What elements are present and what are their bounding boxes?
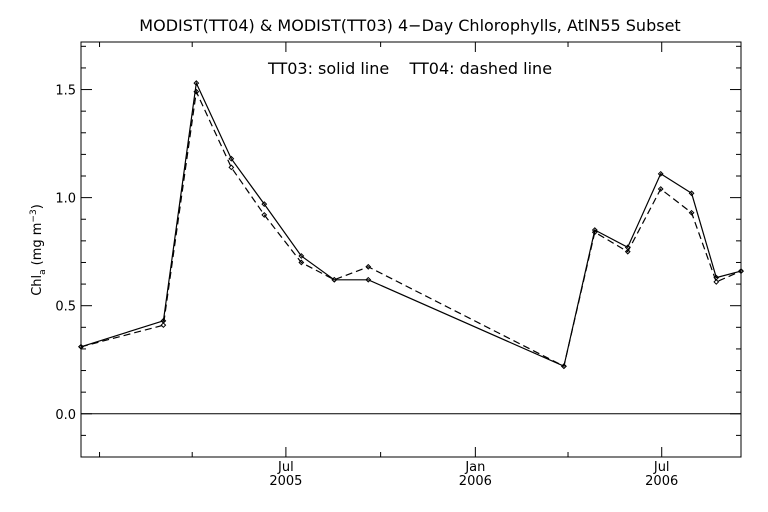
data-point-tt04: [688, 209, 695, 216]
x-tick-label-year: 2006: [459, 474, 492, 489]
data-point-tt04: [78, 343, 84, 350]
data-point-tt04: [657, 186, 664, 192]
series-line-tt03: [80, 80, 742, 368]
y-axis-label-subscript: a: [38, 269, 48, 275]
data-point-tt04: [624, 248, 631, 255]
y-axis-label-superscript: −3: [29, 209, 39, 222]
data-series: [78, 80, 744, 370]
data-point-tt04: [738, 268, 744, 275]
y-axis-label-main: Chl: [30, 275, 45, 296]
x-tick-label-month: Jul: [277, 460, 294, 475]
y-tick-label: 0.5: [55, 300, 76, 315]
data-point-tt04: [331, 276, 338, 283]
data-point-tt04: [713, 279, 720, 285]
plot-frame: [80, 41, 742, 458]
x-tick-label-year: 2005: [269, 474, 302, 489]
data-point-tt04: [160, 322, 167, 329]
series-line-tt04: [80, 89, 742, 368]
x-tick-label-month: Jul: [653, 460, 670, 475]
data-point-tt03: [261, 201, 268, 208]
data-point-tt03: [657, 170, 664, 177]
data-point-tt04: [365, 263, 372, 270]
x-tick-label-month: Jan: [464, 460, 485, 475]
data-point-tt04: [560, 363, 567, 370]
data-point-tt04: [591, 229, 598, 236]
x-tick-label-year: 2006: [645, 474, 678, 489]
data-point-tt03: [365, 276, 372, 283]
data-point-tt03: [228, 155, 235, 162]
y-tick-label: 1.0: [55, 192, 76, 207]
data-point-tt04: [193, 88, 200, 95]
y-axis-label: Chla (mg m−3): [29, 204, 48, 296]
data-point-tt04: [261, 212, 268, 218]
y-axis-label-unit: (mg m: [30, 223, 45, 266]
data-point-tt03: [298, 253, 305, 259]
data-point-tt04: [298, 259, 305, 266]
data-point-tt04: [228, 164, 235, 171]
chart-title: MODIST(TT04) & MODIST(TT03) 4−Day Chloro…: [139, 16, 680, 35]
svg-text:Chla(mg m−3): Chla (mg m−3): [29, 204, 48, 296]
data-point-tt03: [193, 80, 200, 86]
line-style-annotation: TT03: solid line TT04: dashed line: [267, 59, 552, 78]
y-axis-label-close: ): [30, 204, 45, 209]
data-point-tt03: [688, 190, 695, 197]
y-tick-label: 0.0: [55, 408, 76, 423]
y-tick-label: 1.5: [55, 84, 76, 99]
data-point-tt03: [591, 227, 598, 233]
